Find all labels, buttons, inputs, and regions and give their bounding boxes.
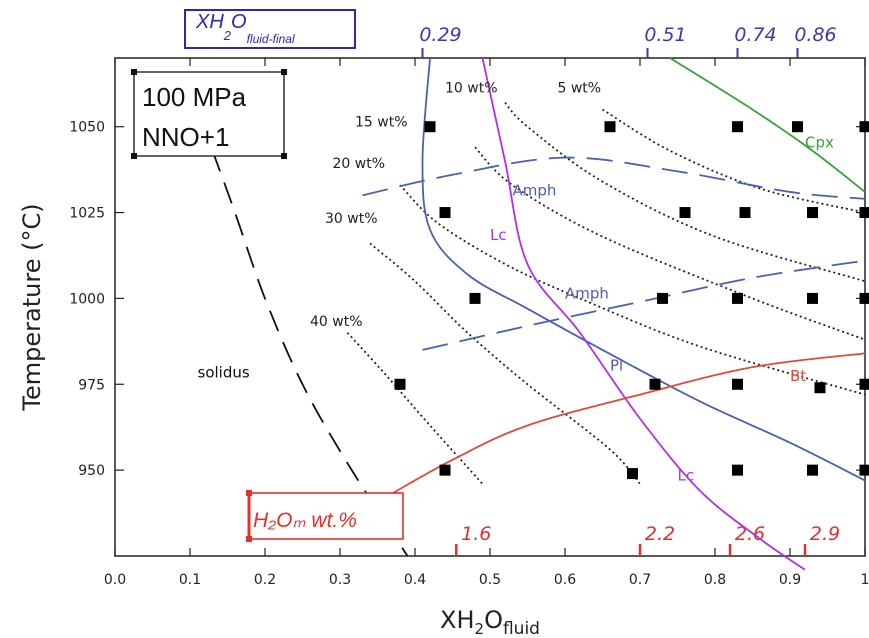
x-tick-label: 0.5 bbox=[479, 572, 501, 588]
y-tick-label: 1050 bbox=[69, 120, 105, 136]
x-tick-label: 0.9 bbox=[779, 572, 801, 588]
experiment-point bbox=[792, 121, 803, 133]
experiment-point bbox=[859, 207, 869, 219]
isopleth-line bbox=[474, 146, 866, 341]
experiment-point bbox=[814, 382, 826, 394]
experiment-point bbox=[807, 207, 818, 219]
phase-boundary-line bbox=[421, 57, 866, 482]
experiment-point bbox=[649, 378, 661, 390]
experiment-point bbox=[732, 378, 743, 390]
condition-buffer: NNO+1 bbox=[142, 122, 229, 152]
phase-boundary-line bbox=[422, 259, 866, 351]
experiment-point bbox=[394, 378, 406, 390]
top-axis-tick-label: 0.29 bbox=[419, 24, 461, 46]
experiment-point bbox=[439, 207, 451, 219]
y-tick-label: 950 bbox=[78, 463, 105, 479]
x-tick-label: 0.4 bbox=[404, 572, 426, 588]
h2o-axis-tick-label: 2.2 bbox=[645, 523, 675, 545]
phase-boundary-line bbox=[211, 150, 409, 557]
phase-boundary-line bbox=[362, 156, 866, 200]
x-tick-label: 0.0 bbox=[104, 572, 126, 588]
experiment-point bbox=[424, 121, 436, 133]
h2o-axis-tick-label: 2.9 bbox=[810, 523, 840, 545]
y-axis-label: Temperature (°C) bbox=[18, 203, 46, 411]
isopleth-label: 5 wt% bbox=[558, 80, 602, 96]
isopleth-label: 30 wt% bbox=[325, 211, 378, 227]
condition-pressure: 100 MPa bbox=[142, 82, 247, 112]
isopleth-label: 40 wt% bbox=[310, 314, 363, 330]
experiment-points bbox=[394, 121, 869, 480]
conditions-box bbox=[133, 71, 285, 157]
phase-boundary-line bbox=[481, 57, 806, 571]
experiment-point bbox=[732, 464, 743, 476]
top-axis-label: XH2Ofluid-final bbox=[195, 11, 295, 46]
experiment-point bbox=[807, 464, 818, 476]
phase-boundary-label: Amph bbox=[513, 181, 557, 199]
experiment-point bbox=[859, 121, 869, 133]
h2o-axis-label-box bbox=[248, 492, 404, 540]
top-axis-tick-label: 0.86 bbox=[794, 24, 836, 46]
experiment-point bbox=[732, 121, 743, 133]
isopleth-line bbox=[346, 332, 484, 485]
isopleth-label: 20 wt% bbox=[333, 156, 386, 172]
conditions-handle-br bbox=[281, 153, 287, 159]
experiment-point bbox=[657, 292, 668, 304]
x-tick-label: 0.8 bbox=[704, 572, 726, 588]
phase-boundary-label: Lc bbox=[678, 466, 695, 484]
experiment-point bbox=[739, 207, 751, 219]
experiment-point bbox=[469, 292, 481, 304]
experiment-point bbox=[679, 207, 691, 219]
phase-boundary-label: solidus bbox=[198, 363, 250, 381]
experiment-point bbox=[732, 292, 743, 304]
h2o-handle-b bbox=[246, 536, 252, 542]
top-axis-tick-label: 0.51 bbox=[644, 24, 686, 46]
conditions-handle-tl bbox=[131, 69, 137, 75]
x-tick-label: 0.7 bbox=[629, 572, 651, 588]
experiment-point bbox=[859, 464, 869, 476]
phase-boundaries bbox=[211, 57, 866, 571]
phase-boundary-line bbox=[384, 352, 866, 499]
conditions-handle-tr bbox=[281, 69, 287, 75]
x-tick-label: 0.6 bbox=[554, 572, 576, 588]
experiment-point bbox=[627, 468, 638, 480]
isopleth-label: 15 wt% bbox=[355, 115, 408, 131]
y-tick-label: 975 bbox=[78, 377, 105, 393]
h2o-handle-a bbox=[246, 490, 252, 496]
x-tick-label: 0.3 bbox=[329, 572, 351, 588]
isopleth-line bbox=[399, 184, 866, 396]
top-axis-label-box bbox=[184, 9, 356, 49]
phase-boundary-line bbox=[669, 57, 866, 193]
isopleth-curves bbox=[346, 102, 866, 485]
phase-boundary-label: Lc bbox=[490, 226, 507, 244]
phase-boundary-label: Pl bbox=[610, 357, 623, 375]
experiment-point bbox=[807, 292, 818, 304]
experiment-point bbox=[439, 464, 451, 476]
x-tick-label: 0.2 bbox=[254, 572, 276, 588]
isopleth-label: 10 wt% bbox=[445, 80, 498, 96]
h2o-axis-tick-label: 2.6 bbox=[735, 523, 765, 545]
phase-boundary-label: Amph bbox=[565, 284, 609, 302]
experiment-point bbox=[859, 292, 869, 304]
x-tick-label: 0.1 bbox=[179, 572, 201, 588]
h2o-axis-label: H₂Oₘ wt.% bbox=[253, 509, 357, 532]
isopleth-line bbox=[504, 102, 866, 283]
h2o-axis-tick-label: 1.6 bbox=[461, 523, 491, 545]
y-tick-label: 1000 bbox=[69, 291, 105, 307]
y-tick-label: 1025 bbox=[69, 206, 105, 222]
top-axis-tick-label: 0.74 bbox=[734, 24, 776, 46]
axis-ticks: 0.0 0.1 0.2 0.3 0.4 0.5 0.6 0.7 0.8 0.9 1 950 975 100… bbox=[69, 24, 869, 588]
phase-boundary-label: Bt bbox=[790, 367, 806, 385]
isopleth-line bbox=[369, 242, 641, 485]
x-axis-label: XH2Ofluid bbox=[440, 606, 540, 638]
experiment-point bbox=[604, 121, 616, 133]
isopleth-line bbox=[602, 108, 866, 214]
phase-boundary-label: Cpx bbox=[805, 133, 834, 151]
curve-labels: 5 wt% 10 wt% 15 wt% 20 wt% 30 wt% 40 wt% Pl Lc L… bbox=[198, 80, 834, 484]
experiment-point bbox=[859, 378, 869, 390]
x-tick-label: 1 bbox=[861, 572, 869, 588]
conditions-handle-bl bbox=[131, 153, 137, 159]
